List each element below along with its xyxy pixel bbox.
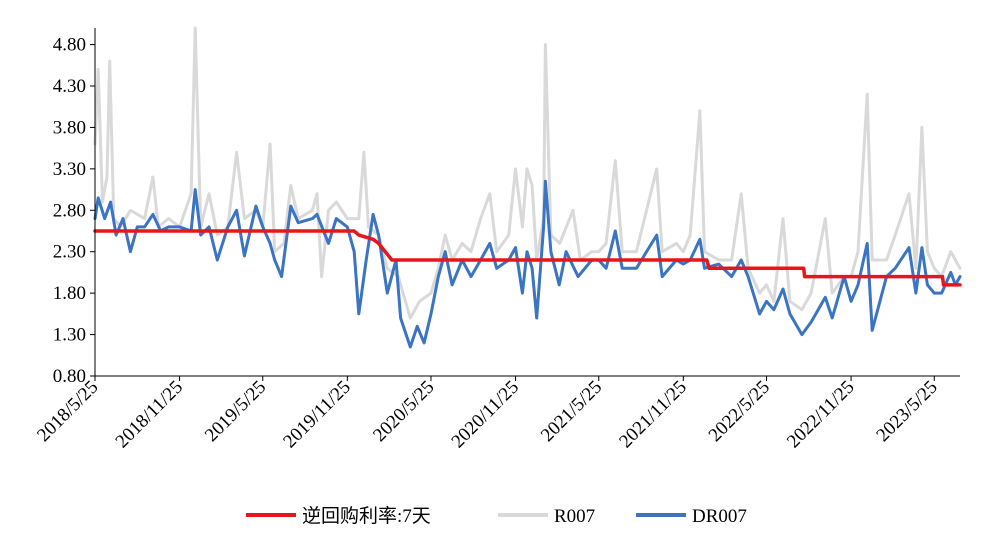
y-tick-label: 3.80	[53, 117, 86, 138]
series-line-R007	[93, 26, 962, 320]
x-tick-label: 2022/11/25	[783, 377, 859, 453]
y-tick-label: 4.80	[53, 35, 86, 56]
x-tick-label: 2021/5/25	[537, 377, 606, 446]
y-tick-label: 1.30	[53, 325, 86, 346]
legend: 逆回购利率:7天 R007 DR007	[246, 505, 747, 527]
y-tick-label: 2.80	[53, 200, 86, 221]
y-tick-label: 4.30	[53, 76, 86, 97]
x-tick-label: 2019/11/25	[279, 377, 355, 453]
x-tick-label: 2021/11/25	[615, 377, 691, 453]
x-tick-labels: 2018/5/25 2018/11/25 2019/5/25 2019/11/25 20…	[33, 377, 942, 453]
x-tick-label: 2018/5/25	[33, 377, 102, 446]
y-tick-label: 3.30	[53, 159, 86, 180]
series-layer	[93, 26, 962, 349]
x-tick-label: 2018/11/25	[112, 377, 188, 453]
x-tick-label: 2022/5/25	[705, 377, 774, 446]
x-tick-label: 2023/5/25	[872, 377, 941, 446]
x-tick-label: 2020/11/25	[448, 377, 524, 453]
x-tick-label: 2020/5/25	[369, 377, 438, 446]
legend-label: DR007	[692, 506, 747, 527]
y-tick-label: 2.30	[53, 242, 86, 263]
y-tick-label: 1.80	[53, 283, 86, 304]
y-tick-label: 0.80	[53, 366, 86, 387]
x-tick-label: 2019/5/25	[201, 377, 270, 446]
series-line-逆回购利率:7天	[93, 229, 962, 287]
legend-label: R007	[554, 506, 595, 527]
legend-label: 逆回购利率:7天	[302, 505, 431, 527]
axes-layer	[90, 28, 960, 381]
y-tick-labels: 0.80 1.30 1.80 2.30 2.80 3.30 3.80 4.30 4.80	[53, 35, 86, 387]
